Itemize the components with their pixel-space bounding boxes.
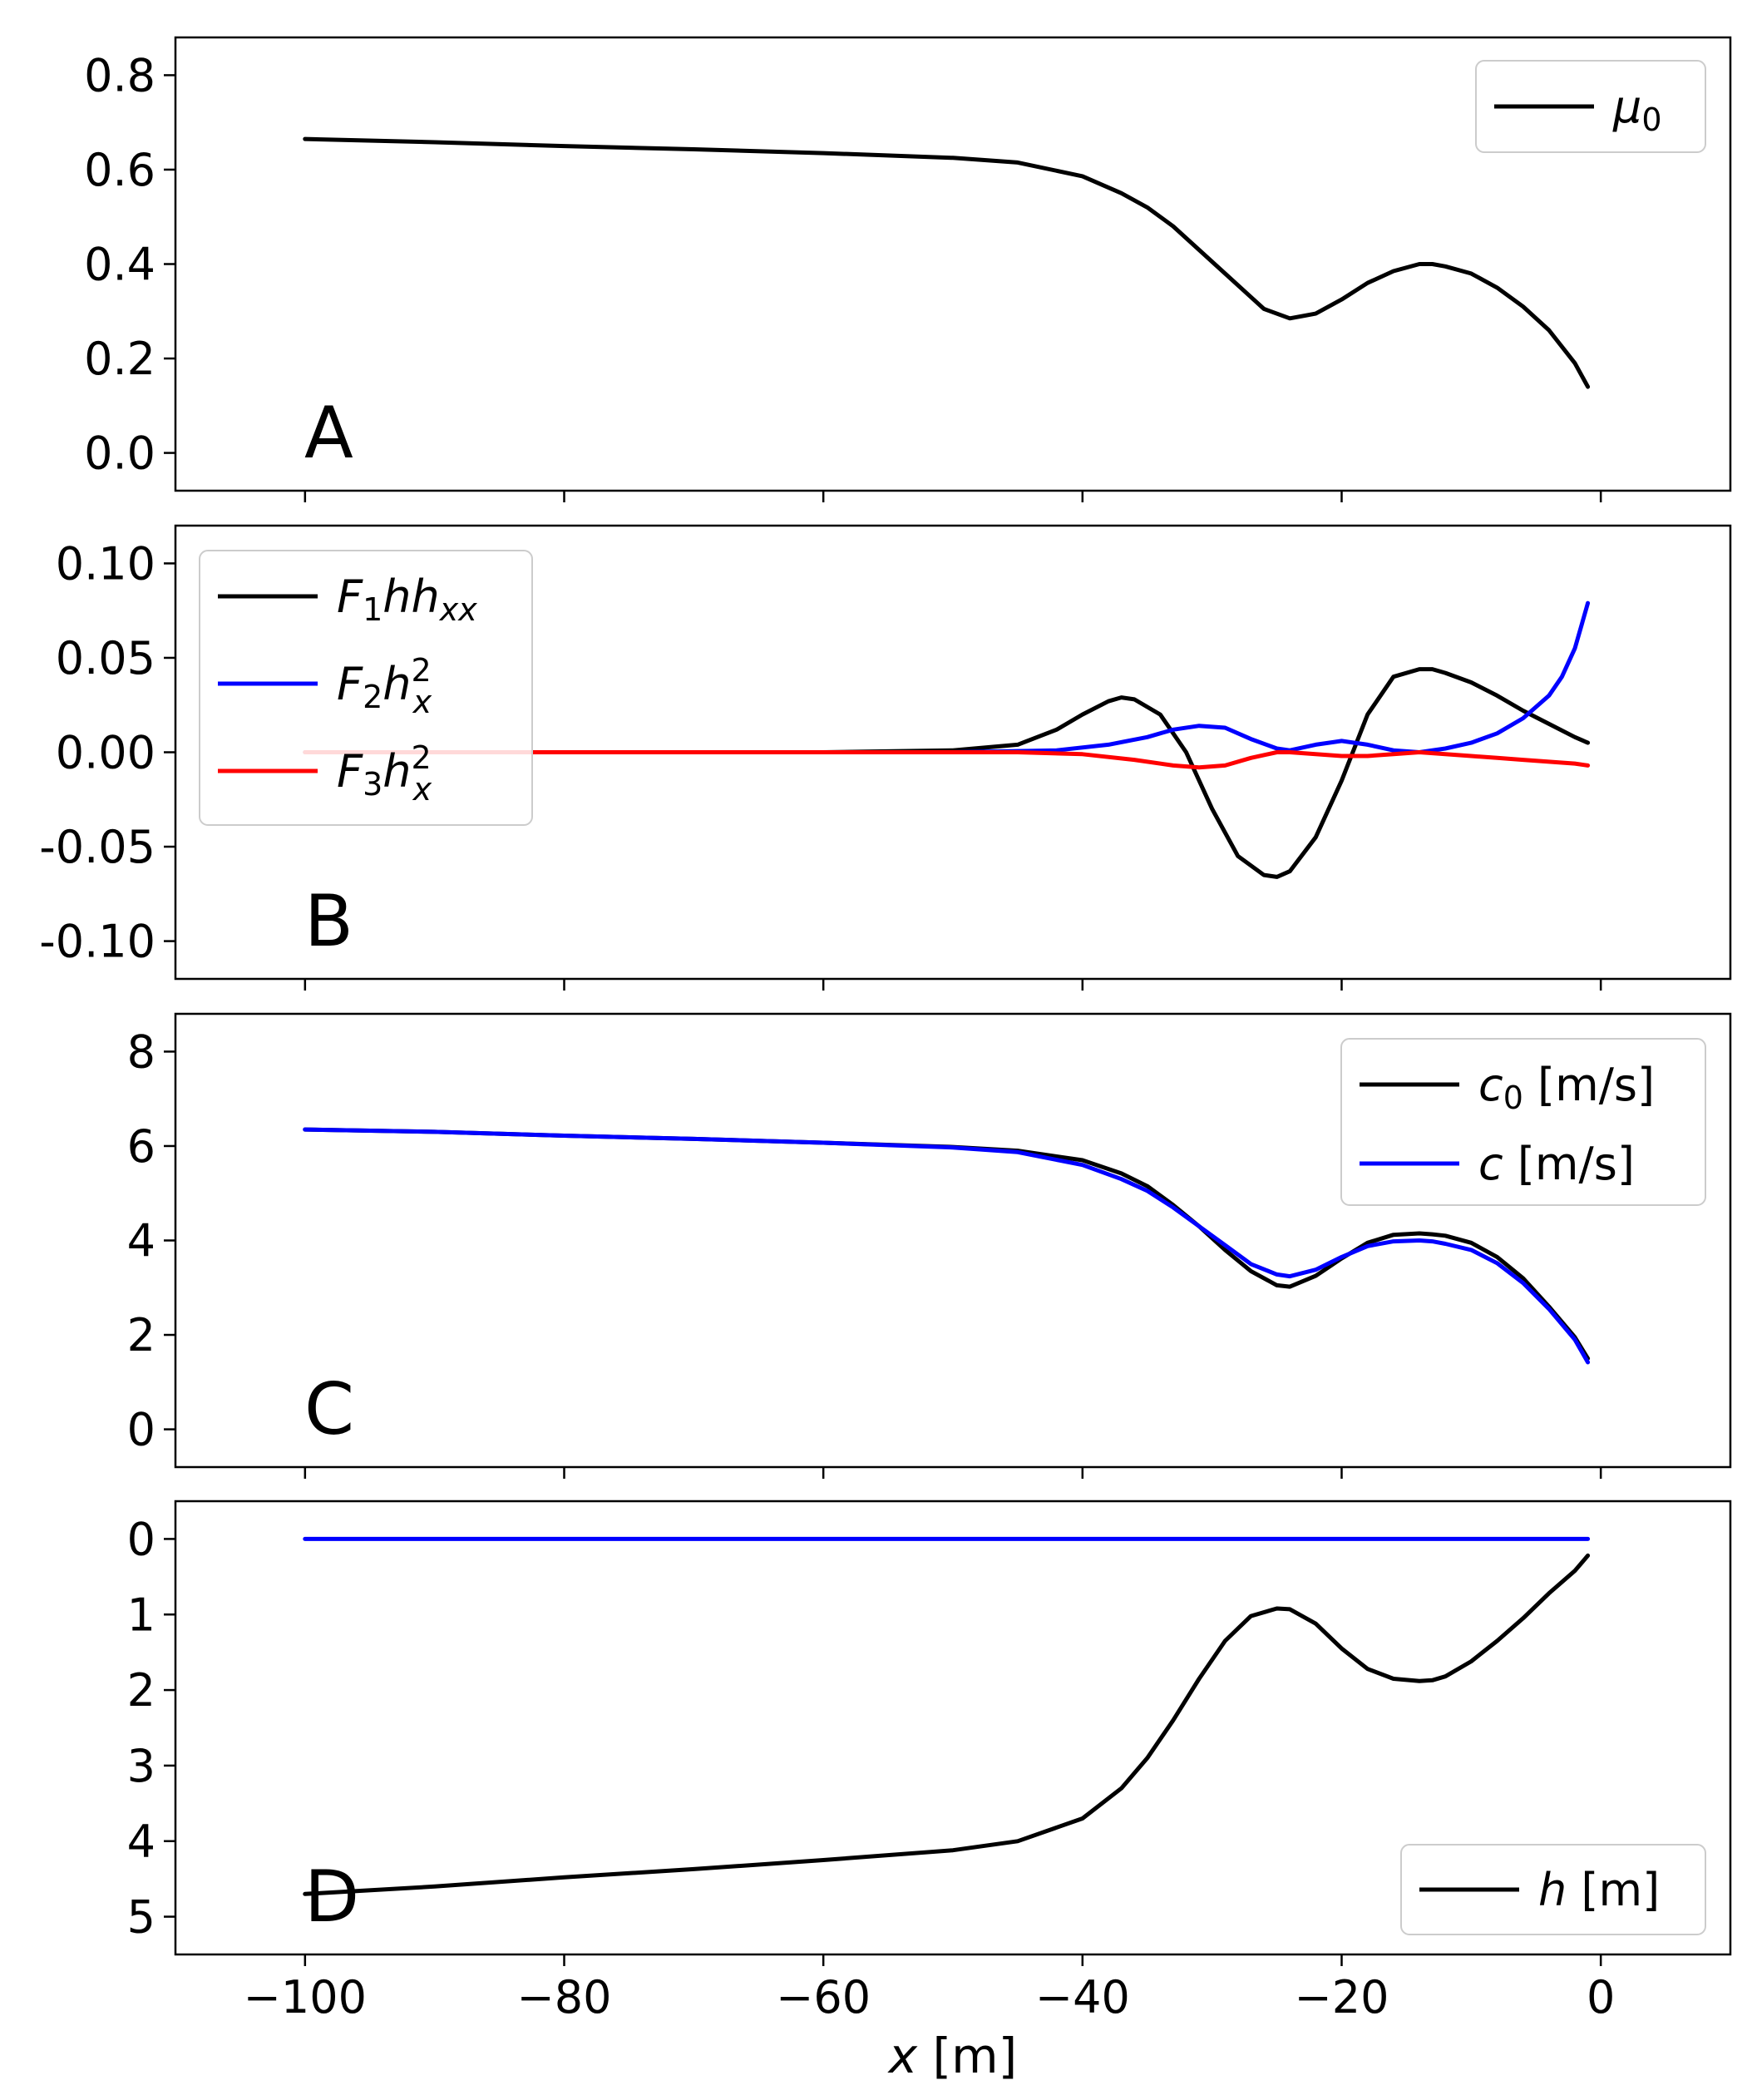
y-tick-label: 0.2	[84, 333, 155, 385]
panel-C: 0 2 4 6 8 Cc0 [m/s] c [m/s]	[127, 1012, 1732, 1479]
y-tick-label: 0.6	[84, 144, 155, 196]
series-line-B-2	[303, 750, 1591, 770]
legend-box	[1400, 1844, 1706, 1935]
y-tick-label: 0.4	[84, 239, 155, 291]
legend: h [m]	[1400, 1844, 1706, 1935]
y-tick-label: 0.8	[84, 49, 155, 101]
y-tick-label: 4	[127, 1215, 155, 1267]
legend-label: c [m/s]	[1478, 1138, 1635, 1190]
y-tick-label: 0.0	[84, 427, 155, 480]
panel-B: -0.10 -0.05 0.00 0.05 0.10 B F1hhxx F2h2 x F3h2 x	[39, 524, 1732, 991]
legend-label: F1hhxx	[337, 571, 477, 628]
x-tick-label: −80	[517, 1971, 612, 2023]
x-tick-label: −20	[1295, 1971, 1389, 2023]
legend-label: F3h2 x	[337, 739, 432, 808]
legend-label: F2h2 x	[337, 652, 432, 720]
y-tick-label: 2	[127, 1309, 155, 1361]
legend: μ0	[1475, 60, 1706, 153]
series-line-B-1	[303, 600, 1591, 754]
legend-label: h [m]	[1538, 1864, 1660, 1916]
x-tick-label: −40	[1035, 1971, 1130, 2023]
y-tick-label: 0.05	[56, 632, 155, 684]
y-tick-label: 5	[127, 1891, 155, 1944]
y-tick-label: 0.10	[56, 537, 155, 590]
legend-box	[199, 550, 533, 826]
panel-letter: B	[304, 880, 353, 963]
legend-label: μ0	[1612, 81, 1662, 138]
y-tick-label: -0.10	[39, 916, 155, 968]
legend-label: c0 [m/s]	[1478, 1059, 1655, 1116]
series-line-B-0	[303, 667, 1591, 879]
plot-frame	[174, 1500, 1732, 1956]
y-tick-label: 8	[127, 1025, 155, 1078]
x-tick-label: −100	[244, 1971, 367, 2023]
y-tick-label: 6	[127, 1120, 155, 1173]
panel-A: 0.0 0.2 0.4 0.6 0.8 Aμ0	[84, 36, 1732, 502]
legend: c0 [m/s] c [m/s]	[1340, 1038, 1706, 1206]
y-tick-label: 0.00	[56, 727, 155, 779]
panel-letter: A	[304, 392, 353, 475]
series-line-D-0	[303, 1553, 1591, 1896]
x-tick-label: −60	[776, 1971, 871, 2023]
y-tick-label: -0.05	[39, 821, 155, 873]
panel-letter: C	[304, 1368, 354, 1451]
y-tick-label: 4	[127, 1816, 155, 1868]
x-axis-label: x [m]	[887, 2028, 1018, 2084]
series-line-C-1	[303, 1127, 1591, 1365]
series-line-A-0	[303, 136, 1591, 389]
panel-letter: D	[304, 1855, 359, 1939]
y-tick-label: 0	[127, 1513, 155, 1565]
legend: F1hhxx F2h2 x F3h2 x	[199, 550, 533, 826]
y-tick-label: 1	[127, 1589, 155, 1641]
x-tick-label: 0	[1587, 1971, 1615, 2023]
y-tick-label: 2	[127, 1664, 155, 1717]
y-tick-label: 0	[127, 1404, 155, 1456]
y-tick-label: 3	[127, 1740, 155, 1792]
